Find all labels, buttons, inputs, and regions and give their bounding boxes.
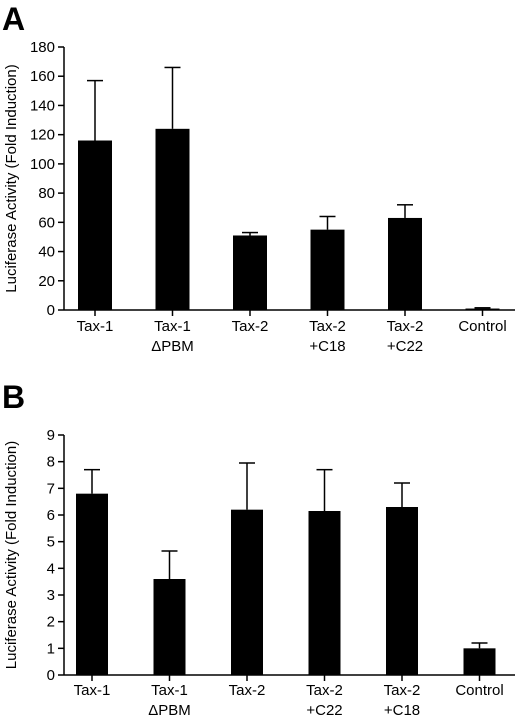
bar (310, 229, 345, 310)
x-category-label: Tax-1 (74, 682, 111, 699)
x-category-label: Tax-2 (309, 318, 346, 335)
bar (233, 235, 267, 310)
x-category-label: Tax-1 (151, 682, 188, 699)
bar (463, 648, 496, 675)
x-category-label: Control (455, 682, 503, 699)
y-tick-label: 120 (30, 127, 55, 144)
panel-label-a: A (2, 1, 25, 37)
y-tick-label: 5 (47, 534, 55, 551)
y-tick-label: 0 (47, 667, 55, 684)
panel-label-b: B (2, 379, 25, 415)
chart-b: 0 1 2 3 4 5 6 7 8 9 Luciferase Activity (Fold Indu… (3, 427, 515, 719)
x-category-label: +C22 (387, 338, 423, 355)
y-tick-label: 4 (47, 560, 55, 577)
x-category-label: +C22 (306, 702, 342, 719)
y-tick-label: 140 (30, 97, 55, 114)
x-category-label: ΔPBM (151, 338, 194, 355)
bar (76, 493, 108, 675)
y-axis-title: Luciferase Activity (Fold Induction) (3, 64, 20, 292)
y-tick-label: 7 (47, 480, 55, 497)
chart-a: 0 20 40 60 80 100 120 140 160 180 Luciferase Activ… (3, 39, 515, 355)
bar (465, 308, 500, 310)
y-tick-label: 3 (47, 587, 55, 604)
y-tick-label: 0 (47, 302, 55, 319)
x-category-label: Tax-1 (77, 318, 114, 335)
y-axis-title: Luciferase Activity (Fold Induction) (3, 441, 20, 669)
y-tick-label: 60 (38, 214, 55, 231)
x-category-label: Tax-1 (154, 318, 191, 335)
x-category-label: Tax-2 (229, 682, 266, 699)
x-category-label: ΔPBM (148, 702, 191, 719)
x-category-label: +C18 (309, 338, 345, 355)
y-tick-label: 6 (47, 507, 55, 524)
bar (231, 509, 263, 675)
x-category-label: Tax-2 (387, 318, 424, 335)
y-tick-label: 180 (30, 39, 55, 56)
bar (388, 217, 422, 310)
y-tick-label: 9 (47, 427, 55, 444)
y-tick-label: 100 (30, 156, 55, 173)
x-category-label: Tax-2 (232, 318, 269, 335)
y-tick-label: 80 (38, 185, 55, 202)
bar (78, 140, 112, 310)
y-tick-label: 160 (30, 68, 55, 85)
y-tick-label: 40 (38, 244, 55, 261)
x-category-label: Tax-2 (384, 682, 421, 699)
bar (153, 579, 186, 675)
y-tick-label: 20 (38, 273, 55, 290)
bar (308, 511, 341, 675)
x-category-label: +C18 (384, 702, 420, 719)
y-tick-label: 1 (47, 640, 55, 657)
x-category-label: Tax-2 (306, 682, 343, 699)
x-category-label: Control (458, 318, 506, 335)
y-tick-label: 2 (47, 614, 55, 631)
bar (155, 128, 190, 310)
y-tick-label: 8 (47, 454, 55, 471)
bar (386, 507, 418, 675)
